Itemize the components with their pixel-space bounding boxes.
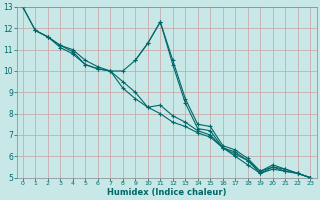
X-axis label: Humidex (Indice chaleur): Humidex (Indice chaleur) (107, 188, 226, 197)
